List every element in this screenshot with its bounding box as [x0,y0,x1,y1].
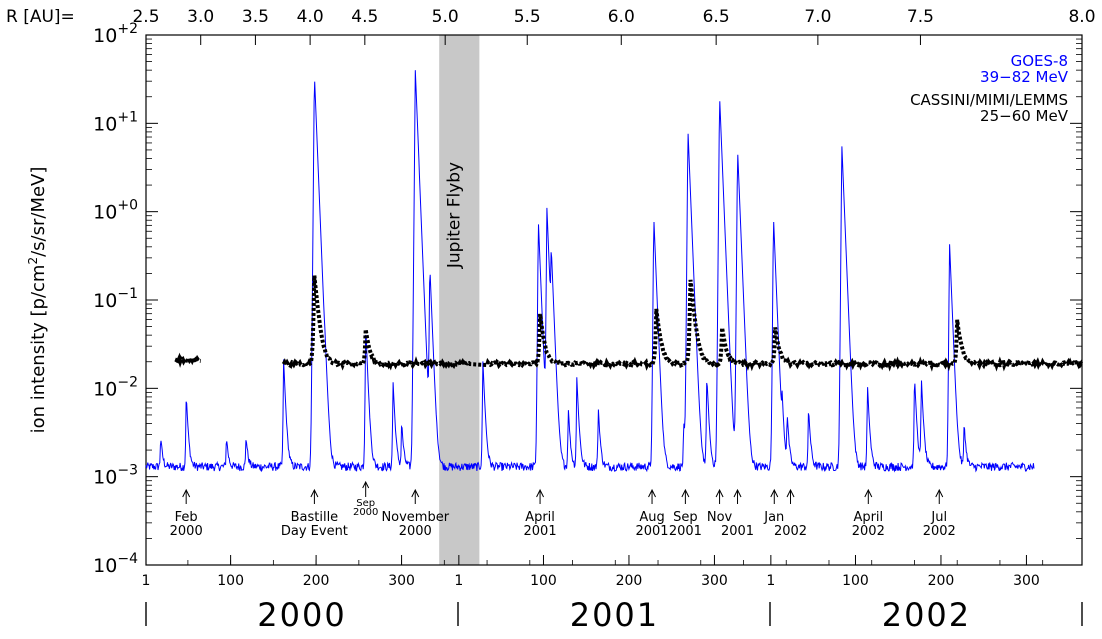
bottom-axis-label: 300 [388,573,415,589]
annotation-arrow-head [648,488,656,498]
top-axis-label: 8.0 [1068,7,1095,27]
top-axis-label: 5.5 [514,7,541,27]
annotation-arrow-head [935,488,944,498]
top-axis-label: 4.5 [351,7,378,27]
annotation-label-line1: Jul [930,510,947,525]
bottom-axis-label: 200 [303,573,330,589]
annotation-label-line1: Aug [639,510,664,525]
y-axis-label: ion intensity [p/cm2/s/sr/MeV] [26,167,49,434]
y-tick-label: 10−3 [93,463,138,489]
top-axis-label: 6.5 [703,7,730,27]
annotation-label-line2: 2001 [721,524,754,539]
bottom-axis-label: 1 [142,573,151,589]
annotation-label-line1: November [381,510,449,525]
bottom-axis-label: 1 [766,573,775,589]
legend-goes-range: 39−82 MeV [980,68,1069,86]
annotation-label-line1: April [525,510,555,525]
year-label: 2002 [882,596,971,634]
year-label: 2000 [257,596,346,634]
annotation-arrow-head [733,488,742,498]
bottom-axis-label: 200 [928,573,955,589]
annotation-arrow-head [536,488,545,498]
legend-cassini-name: CASSINI/MIMI/LEMMS [910,91,1068,109]
annotation-label-line2: 2000 [170,524,203,539]
top-axis-label: 3.5 [242,7,269,27]
y-tick-label: 10−1 [93,286,138,312]
y-tick-label: 10+1 [93,109,138,135]
top-axis-label: 2.5 [132,7,159,27]
plot-frame [145,34,1083,566]
top-axis-label: 5.0 [432,7,459,27]
jupiter-flyby-band [439,35,480,565]
bottom-axis-label: 100 [842,573,869,589]
annotation-arrow-head [411,488,420,498]
y-tick-label: 10−2 [93,374,138,400]
bottom-axis-label: 200 [616,573,643,589]
annotation-label-line1: Sep [356,498,375,509]
annotation-label-line2: 2002 [852,524,885,539]
bottom-axis-label: 1 [454,573,463,589]
annotation-label-line1: Jan [763,510,784,525]
annotation-label-line2: 2001 [635,524,668,539]
top-axis-prefix: R [AU]= [6,7,75,27]
annotation-arrow-head [786,488,795,498]
annotation-label-line1: Feb [175,510,198,525]
annotation-arrow-head [362,480,370,489]
annotation-label-line1: Sep [673,510,698,525]
annotation-label-line2: 2000 [399,524,432,539]
legend-goes-name: GOES-8 [1011,52,1068,70]
bottom-axis-label: 100 [217,573,244,589]
y-tick-label: 10+0 [93,198,138,224]
annotation-label-line2: 2002 [923,524,956,539]
top-axis-label: 7.5 [907,7,934,27]
annotation-arrow-head [770,488,779,498]
top-axis-label: 6.0 [608,7,635,27]
annotation-arrow-head [182,488,191,498]
jupiter-flyby-label: Jupiter Flyby [444,162,464,269]
annotation-label-line2: 2001 [669,524,702,539]
annotation-arrow-head [715,488,724,498]
goes-series-line [145,70,1035,473]
bottom-axis-label: 300 [1013,573,1040,589]
year-label: 2001 [570,596,659,634]
annotation-label-line2: 2002 [774,524,807,539]
annotation-label-line1: April [853,510,883,525]
annotation-label-line2: 2000 [353,507,378,518]
annotation-label-line1: Bastille [291,510,339,525]
top-axis-label: 3.0 [187,7,214,27]
annotation-arrow-head [310,488,319,498]
top-axis-label: 4.0 [297,7,324,27]
cassini-series-line [281,275,1084,372]
annotation-arrow-head [864,488,873,498]
cassini-series-line [174,352,201,368]
y-tick-label: 10+2 [93,21,138,47]
legend-cassini-range: 25−60 MeV [980,107,1069,125]
annotation-label-line1: Nov [707,510,733,525]
annotation-label-line2: Day Event [281,524,348,539]
bottom-axis-label: 300 [701,573,728,589]
annotation-arrow-head [681,488,690,498]
annotation-label-line2: 2001 [524,524,557,539]
top-axis-label: 7.0 [804,7,831,27]
bottom-axis-label: 100 [530,573,557,589]
y-tick-label: 10−4 [93,551,138,577]
